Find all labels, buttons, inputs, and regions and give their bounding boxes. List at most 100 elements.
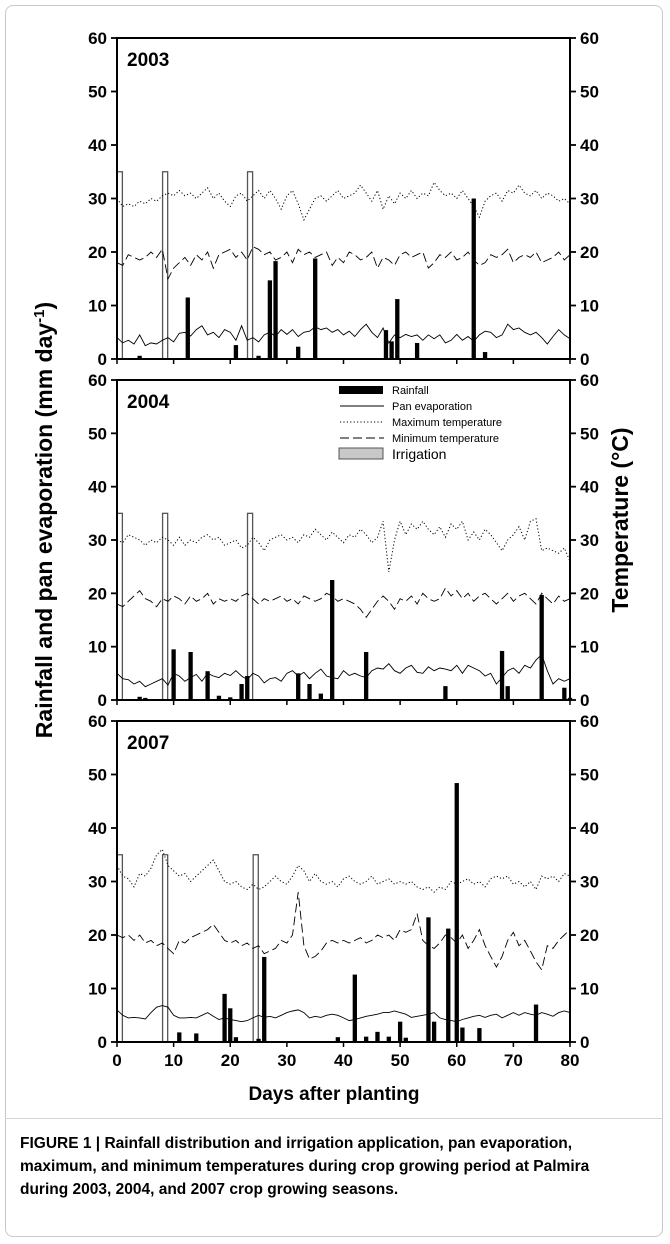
figure-border [5, 5, 663, 1237]
legend-rainfall-label: Rainfall [392, 385, 429, 397]
y-axis-right-label: Temperature (°C) [607, 427, 633, 612]
rainfall-bar [262, 956, 267, 1042]
rainfall-bar [313, 258, 318, 359]
x-tick-label: 70 [504, 1051, 523, 1070]
left-tick-label: 20 [88, 584, 107, 603]
rainfall-bar [383, 330, 389, 359]
left-tick-label: 10 [88, 638, 107, 657]
min-temperature-line [116, 587, 571, 619]
rainfall-bar [352, 974, 357, 1042]
y-axis-left-label: Rainfall and pan evaporation (mm day-1) [31, 302, 57, 738]
rainfall-bar [363, 652, 369, 700]
left-tick-label: 10 [88, 980, 107, 999]
rainfall-bar [185, 297, 190, 359]
rainfall-bar [443, 686, 448, 700]
x-axis-label: Days after planting [248, 1084, 419, 1105]
x-tick-label: 60 [447, 1051, 466, 1070]
left-tick-label: 50 [88, 424, 107, 443]
rainfall-bar [454, 783, 459, 1042]
rainfall-bar [239, 684, 244, 700]
rainfall-bar [233, 345, 239, 359]
right-tick-label: 10 [580, 297, 599, 316]
left-tick-label: 60 [88, 712, 107, 731]
rainfall-bar [446, 928, 451, 1042]
rainfall-bar [245, 676, 250, 700]
rainfall-bar [137, 696, 142, 700]
rainfall-bar [256, 1038, 261, 1042]
irrigation-bar [246, 171, 254, 360]
legend-irrigation-swatch [338, 447, 384, 460]
rainfall-bar [482, 352, 488, 359]
right-tick-label: 50 [580, 424, 599, 443]
panel-year-label: 2004 [127, 392, 170, 413]
pan-evaporation-line [116, 1005, 571, 1023]
right-tick-label: 50 [580, 766, 599, 785]
caption-divider [5, 1118, 663, 1119]
max-temperature-line [116, 517, 571, 573]
rainfall-bar [267, 280, 273, 359]
left-tick-label: 60 [88, 371, 107, 390]
right-tick-label: 20 [580, 243, 599, 262]
rainfall-bar [471, 198, 476, 359]
rainfall-bar [296, 673, 301, 700]
rainfall-bar [375, 1031, 380, 1042]
right-tick-label: 20 [580, 926, 599, 945]
rainfall-bar [216, 695, 222, 700]
right-tick-label: 40 [580, 136, 599, 155]
right-tick-label: 30 [580, 190, 599, 209]
legend-min-temperature-label: Minimum temperature [392, 433, 499, 445]
right-tick-label: 20 [580, 584, 599, 603]
left-tick-label: 10 [88, 297, 107, 316]
rainfall-bar [505, 686, 510, 700]
left-tick-label: 0 [98, 350, 107, 369]
caption-body: Rainfall distribution and irrigation app… [20, 1135, 590, 1198]
rainfall-bar [188, 652, 193, 700]
legend-irrigation-label: Irrigation [392, 446, 446, 462]
rainfall-bar [256, 355, 261, 359]
rainfall-bar [431, 1021, 437, 1042]
rainfall-bar [477, 1028, 482, 1042]
left-tick-label: 50 [88, 766, 107, 785]
figure-caption: FIGURE 1 | Rainfall distribution and irr… [20, 1132, 640, 1201]
rainfall-bar [318, 693, 324, 700]
rainfall-bar [499, 650, 505, 700]
plot-frame [116, 37, 571, 360]
caption-lead: FIGURE 1 | [20, 1135, 105, 1152]
plot-frame [116, 720, 571, 1043]
right-tick-label: 60 [580, 29, 599, 48]
right-tick-label: 60 [580, 371, 599, 390]
rainfall-bar [389, 341, 394, 359]
left-tick-label: 40 [88, 136, 107, 155]
x-tick-label: 20 [221, 1051, 240, 1070]
panel-2004: 0 10 20 30 40 50 60 0 10 20 30 40 50 60 2004 Rainfall Pa… [88, 371, 599, 710]
left-tick-label: 30 [88, 531, 107, 550]
max-temperature-line [116, 181, 571, 222]
right-tick-label: 0 [580, 350, 589, 369]
legend: Rainfall Pan evaporation Maximum temperatu… [338, 385, 502, 462]
pan-evaporation-line [116, 653, 571, 688]
x-tick-label: 30 [277, 1051, 296, 1070]
rainfall-bar [363, 1036, 369, 1042]
panel-year-label: 2003 [127, 50, 169, 71]
left-tick-label: 60 [88, 29, 107, 48]
right-tick-label: 10 [580, 980, 599, 999]
rainfall-bar [177, 1032, 182, 1042]
left-tick-label: 0 [98, 691, 107, 710]
rainfall-bar [533, 1004, 539, 1042]
rainfall-bar [273, 261, 278, 359]
x-tick-label: 50 [391, 1051, 410, 1070]
rainfall-bar [562, 687, 567, 700]
rainfall-bar [296, 346, 301, 359]
right-tick-label: 40 [580, 478, 599, 497]
x-tick-label: 10 [164, 1051, 183, 1070]
rainfall-bar [171, 649, 176, 700]
rainfall-bar [414, 342, 420, 359]
rainfall-bar [194, 1033, 199, 1042]
rainfall-bar [403, 1037, 408, 1042]
x-tick-label: 0 [112, 1051, 121, 1070]
rainfall-bar [205, 671, 210, 700]
right-tick-label: 0 [580, 691, 589, 710]
rainfall-bar [233, 1037, 239, 1042]
left-tick-label: 40 [88, 478, 107, 497]
